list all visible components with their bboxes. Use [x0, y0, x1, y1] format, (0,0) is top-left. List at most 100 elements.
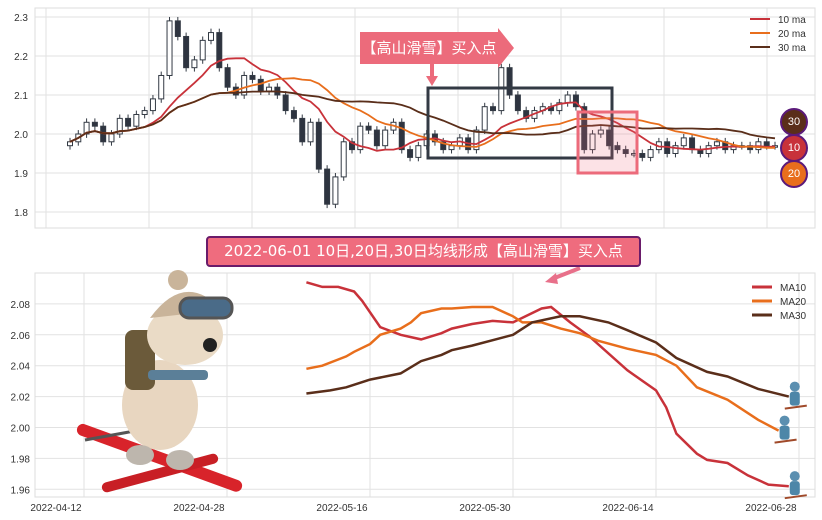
series-line-ma30 — [306, 315, 790, 398]
down-arrow-icon — [426, 62, 438, 86]
skiing-dog-illustration — [76, 270, 243, 493]
top-y-tick-label: 2.0 — [14, 130, 28, 141]
buy-point-banner: 【高山滑雪】买入点 — [360, 28, 514, 68]
candle-body — [282, 94, 289, 112]
candle-body — [572, 94, 579, 108]
candle-body — [125, 117, 132, 127]
candle-body — [266, 86, 273, 92]
candle-body — [141, 110, 148, 115]
candle-body — [490, 106, 496, 112]
bottom-x-tick-label: 2022-06-28 — [745, 503, 797, 514]
candle-body — [108, 133, 115, 143]
candle-body — [763, 141, 770, 147]
candle-body — [91, 121, 98, 127]
candle-body — [290, 110, 297, 119]
legend-ma20: MA20 — [780, 297, 807, 308]
bottom-y-tick-label: 2.08 — [11, 300, 31, 311]
candle-body — [224, 67, 231, 88]
candle-body — [448, 145, 455, 151]
bottom-x-tick-label: 2022-04-28 — [173, 503, 225, 514]
candle-body — [357, 125, 364, 151]
legend-30ma: 30 ma — [778, 43, 806, 54]
candle-body — [241, 74, 248, 96]
badge-ma10: 10 — [780, 134, 808, 162]
top-y-tick-label: 1.8 — [14, 208, 28, 219]
skier-ski — [774, 438, 797, 444]
skier-icon — [774, 415, 797, 444]
candle-body — [340, 141, 347, 178]
top-chart-frame — [34, 7, 816, 229]
buy-point-title-banner: 2022-06-01 10日,20日,30日均线形成【高山滑雪】买入点 — [206, 236, 641, 267]
candle-body — [158, 74, 165, 100]
skier-head — [789, 381, 800, 392]
candle-body — [83, 121, 90, 135]
bottom-y-tick-label: 2.00 — [11, 423, 31, 434]
bottom-chart-ticks: 1.96 1.98 2.00 2.02 2.04 2.06 2.08 2022-04-12 20… — [11, 300, 797, 514]
skier-body — [789, 481, 800, 496]
candle-body — [564, 94, 571, 104]
candle-body — [481, 106, 488, 131]
legend-10ma: 10 ma — [778, 15, 806, 26]
candle-body — [713, 141, 720, 147]
candle-body — [614, 145, 621, 151]
top-chart-ma-lines — [69, 57, 776, 152]
candle-body — [216, 32, 223, 69]
candle-body — [199, 39, 206, 61]
candle-body — [672, 145, 679, 154]
ma-line-10 — [69, 57, 776, 152]
candle-body — [324, 168, 331, 205]
bottom-y-tick-label: 1.96 — [11, 485, 31, 496]
bottom-x-tick-label: 2022-05-30 — [459, 503, 511, 514]
top-y-tick-label: 2.1 — [14, 91, 28, 102]
badge-ma20: 20 — [780, 160, 808, 188]
legend-20ma: 20 ma — [778, 29, 806, 40]
candle-body — [647, 149, 654, 158]
top-chart-y-ticks: 1.8 1.9 2.0 2.1 2.2 2.3 — [14, 13, 28, 219]
candle-body — [373, 129, 380, 147]
candle-body — [622, 149, 629, 154]
skier-icon — [784, 381, 807, 410]
candle-body — [133, 113, 140, 127]
candle-body — [581, 106, 588, 151]
buy-point-box — [576, 110, 639, 175]
candle-body — [415, 145, 422, 158]
candle-body — [365, 125, 372, 131]
candle-body — [149, 98, 156, 112]
candle-body — [473, 129, 480, 151]
skier-icon — [784, 471, 807, 500]
candle-body — [208, 32, 214, 41]
bottom-x-tick-label: 2022-06-14 — [602, 503, 654, 514]
candle-body — [116, 117, 123, 135]
candle-body — [67, 141, 73, 147]
candle-body — [332, 176, 339, 205]
skier-head — [779, 415, 790, 426]
candle-body — [506, 67, 513, 96]
bottom-legend: MA10 MA20 MA30 — [752, 283, 807, 322]
candle-body — [183, 35, 190, 69]
bottom-chart-frame — [34, 272, 816, 498]
top-y-tick-label: 2.2 — [14, 52, 28, 63]
skier-figures — [774, 381, 807, 500]
bottom-x-tick-label: 2022-04-12 — [30, 503, 82, 514]
top-y-tick-label: 2.3 — [14, 13, 28, 24]
legend-ma10: MA10 — [780, 283, 807, 294]
bottom-y-tick-label: 2.06 — [11, 331, 31, 342]
bottom-x-tick-label: 2022-05-16 — [316, 503, 368, 514]
candle-body — [639, 152, 646, 158]
series-line-ma20 — [306, 305, 780, 432]
candle-body — [440, 141, 447, 151]
top-y-tick-label: 1.9 — [14, 169, 28, 180]
candle-body — [382, 129, 389, 147]
candle-body — [249, 74, 256, 80]
bottom-chart-lines — [306, 281, 790, 488]
badge-ma30: 30 — [780, 108, 808, 136]
candle-body — [514, 94, 521, 112]
candle-body — [556, 102, 563, 112]
consolidation-box — [426, 86, 614, 160]
skier-ski — [784, 404, 807, 410]
candle-body — [191, 59, 198, 69]
candle-body — [349, 141, 355, 151]
bottom-y-tick-label: 2.02 — [11, 393, 31, 404]
candle-body — [398, 121, 405, 151]
